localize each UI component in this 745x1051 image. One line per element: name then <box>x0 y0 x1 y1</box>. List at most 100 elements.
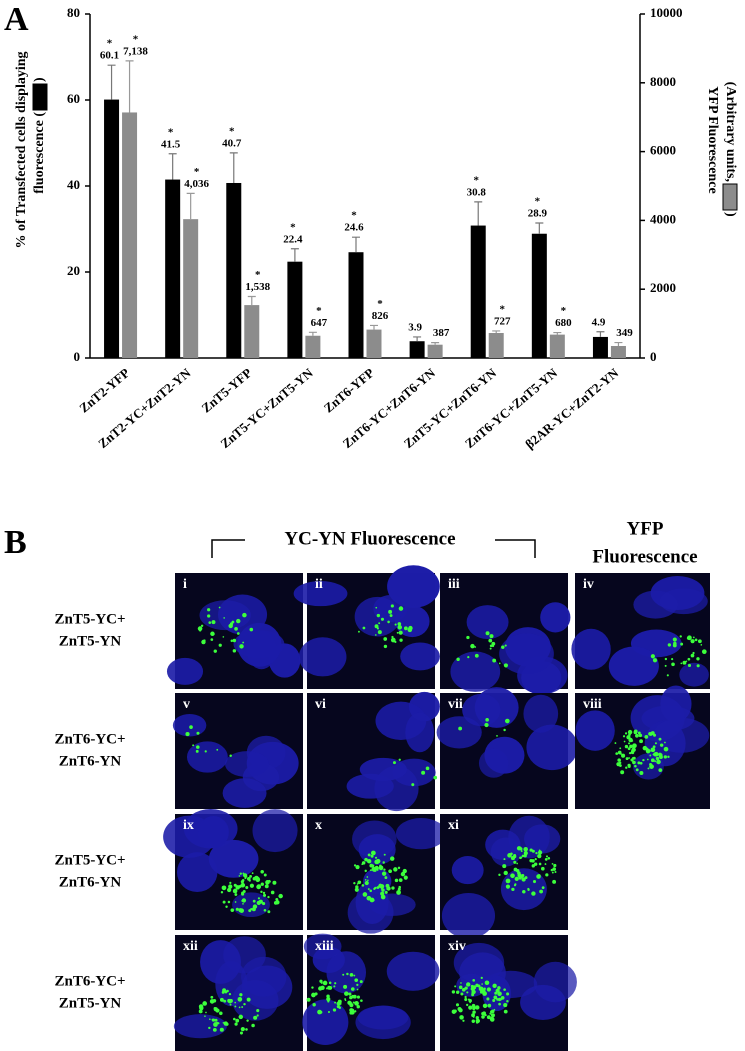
fluorescence-spot <box>249 627 254 632</box>
fluorescence-spot <box>383 868 386 871</box>
fluorescence-spot <box>513 853 517 858</box>
fluorescence-spot <box>355 885 359 889</box>
fluorescence-spot <box>236 618 241 624</box>
legend-swatch <box>32 83 48 111</box>
error-bar <box>229 152 238 183</box>
fluorescence-spot <box>226 989 229 993</box>
fluorescence-spot <box>520 850 523 853</box>
fluorescence-spot <box>454 985 457 988</box>
fluorescence-spot <box>398 878 403 882</box>
fluorescence-spot <box>364 879 367 881</box>
value-label: 727 <box>494 315 511 327</box>
fluorescence-spot <box>369 863 374 868</box>
bar <box>427 344 443 358</box>
error-bar <box>431 342 440 345</box>
significance-marker: * <box>561 305 567 317</box>
fluorescence-spot <box>650 747 656 753</box>
fluorescence-spot <box>390 856 395 861</box>
fluorescence-spot <box>370 854 374 858</box>
fluorescence-spot <box>221 885 227 891</box>
fluorescence-spot <box>663 755 668 759</box>
fluorescence-spot <box>654 760 657 763</box>
fluorescence-spot <box>195 749 199 753</box>
fluorescence-spot <box>263 873 267 877</box>
fluorescence-spot <box>383 644 388 649</box>
fluorescence-spot <box>458 1008 463 1013</box>
fluorescence-spot <box>398 758 401 761</box>
fluorescence-spot <box>645 747 649 751</box>
fluorescence-spot <box>242 872 245 875</box>
fluorescence-spot <box>397 625 403 630</box>
fluorescence-spot <box>356 995 360 999</box>
fluorescence-spot <box>222 988 227 993</box>
fluorescence-spot <box>338 1006 342 1009</box>
fluorescence-spot <box>646 758 649 761</box>
fluorescence-spot <box>694 638 698 642</box>
fluorescence-spot <box>506 1000 509 1003</box>
fluorescence-spot <box>671 658 674 661</box>
fluorescence-spot <box>225 905 228 908</box>
fluorescence-spot <box>627 765 631 768</box>
fluorescence-spot <box>475 1021 479 1024</box>
nucleus <box>198 815 229 849</box>
error-bar <box>614 341 623 346</box>
fluorescence-spot <box>394 878 399 883</box>
fluorescence-spot <box>402 868 407 874</box>
fluorescence-spot <box>617 764 619 767</box>
fluorescence-spot <box>398 606 404 611</box>
fluorescence-spot <box>265 880 270 885</box>
fluorescence-spot <box>639 761 643 765</box>
y2-tick-label: 8000 <box>650 74 676 89</box>
fluorescence-spot <box>481 983 483 985</box>
fluorescence-spot <box>502 864 507 869</box>
nucleus <box>485 829 521 860</box>
fluorescence-spot <box>214 1018 218 1022</box>
fluorescence-spot <box>234 1001 236 1004</box>
fluorescence-spot <box>529 858 533 863</box>
fluorescence-spot <box>249 883 255 888</box>
fluorescence-spot <box>484 1013 487 1017</box>
fluorescence-spot <box>353 882 356 885</box>
fluorescence-spot <box>487 1003 492 1008</box>
fluorescence-spot <box>230 908 235 912</box>
fluorescence-spot <box>235 885 240 890</box>
fluorescence-spot <box>545 855 548 858</box>
nucleus <box>386 951 440 991</box>
fluorescence-spot <box>229 881 232 885</box>
legend-swatch <box>722 183 738 211</box>
fluorescence-spot <box>379 884 385 889</box>
bar <box>348 252 364 358</box>
fluorescence-spot <box>252 899 256 903</box>
fluorescence-spot <box>342 973 345 976</box>
nucleus <box>466 605 509 640</box>
fluorescence-spot <box>354 888 358 892</box>
fluorescence-spot <box>552 867 555 870</box>
panel-numeral: i <box>183 577 187 592</box>
fluorescence-spot <box>198 629 202 632</box>
fluorescence-spot <box>658 768 663 773</box>
significance-marker: * <box>316 305 322 317</box>
fluorescence-spot <box>228 992 232 996</box>
value-label: 1,538 <box>245 281 270 293</box>
fluorescence-spot <box>212 1027 217 1032</box>
error-bar <box>553 331 562 335</box>
fluorescence-spot <box>637 731 641 735</box>
fluorescence-spot <box>311 986 314 989</box>
fluorescence-spot <box>317 1009 322 1015</box>
nucleus <box>358 834 396 865</box>
fluorescence-spot <box>325 987 329 990</box>
fluorescence-spot <box>659 743 664 747</box>
significance-marker: * <box>351 210 357 222</box>
fluorescence-spot <box>212 633 215 636</box>
nucleus <box>571 628 611 670</box>
value-label: 826 <box>372 310 389 322</box>
fluorescence-spot <box>390 604 394 608</box>
fluorescence-spot <box>455 990 460 994</box>
nucleus <box>347 891 394 934</box>
fluorescence-spot <box>521 854 525 858</box>
fluorescence-spot <box>503 988 506 991</box>
fluorescence-spot <box>360 999 363 1002</box>
fluorescence-spot <box>235 907 239 911</box>
fluorescence-spot <box>364 869 367 873</box>
fluorescence-spot <box>239 908 245 913</box>
